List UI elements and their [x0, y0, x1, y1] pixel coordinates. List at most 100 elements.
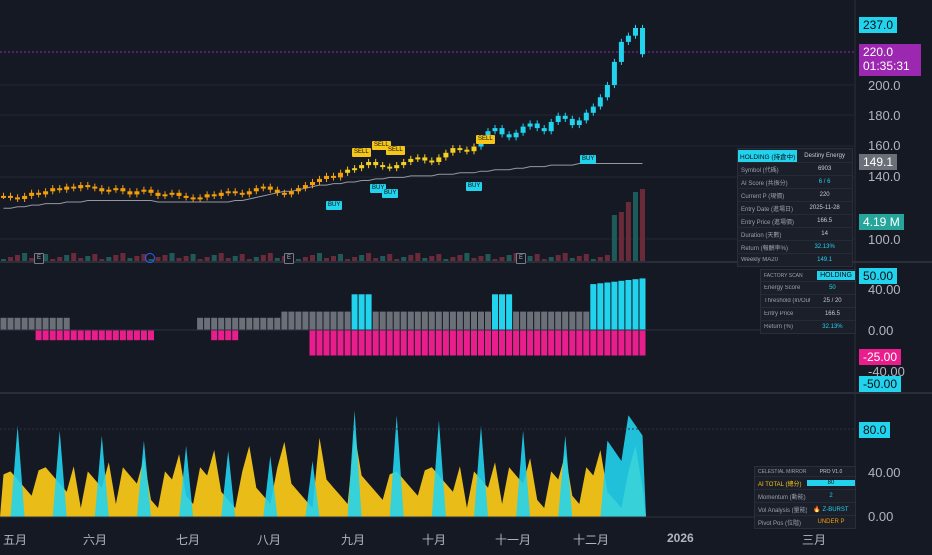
holding-panel: HOLDING (持倉中) Destiny Energy Symbol (代碼)…: [737, 148, 853, 267]
volume-badge: 4.19 M: [859, 214, 904, 230]
row-value: 166.5: [824, 311, 840, 317]
energy-bar-negative: [499, 330, 505, 356]
energy-row-threshold: Threshold (In/Out) 25 / 20: [761, 294, 855, 307]
candle-body: [176, 192, 182, 196]
energy-bar-positive: [21, 317, 28, 330]
energy-bar-negative: [541, 330, 548, 356]
energy-panel-header: FACTORY SCAN HOLDING: [761, 270, 855, 281]
energy-bar-positive: [611, 281, 618, 330]
row-key: Return (報酬率%): [741, 245, 789, 252]
ai-row-momentum: Momentum (動能) 2: [755, 489, 855, 502]
volume-bar: [267, 253, 273, 261]
candle-body: [15, 197, 20, 200]
energy-bar-positive: [7, 317, 14, 330]
energy-bar-negative: [91, 330, 98, 341]
candle-body: [625, 35, 631, 42]
row-key: Current P (現價): [741, 193, 785, 200]
volume-bar: [443, 259, 449, 261]
price-tick-100: 100.0: [868, 232, 901, 247]
energy-bar-positive: [211, 317, 218, 330]
energy-bar-positive: [372, 311, 379, 330]
row-key: Vol Analysis (量能): [758, 507, 807, 514]
candle-body: [22, 195, 28, 199]
energy-bar-positive: [35, 317, 42, 330]
energy-bar-negative: [428, 330, 435, 356]
sell-signal-tag[interactable]: SELL: [386, 146, 405, 155]
energy-bar-negative: [463, 330, 470, 356]
energy-bar-positive: [414, 311, 421, 330]
buy-signal-tag[interactable]: BUY: [580, 155, 597, 164]
energy-row-entry: Entry Price 166.5: [761, 307, 855, 320]
volume-bar: [29, 258, 35, 261]
energy-bar-positive: [597, 283, 604, 330]
energy-bar-negative: [407, 330, 414, 356]
row-key: Entry Date (進場日): [741, 206, 794, 213]
energy-bar-positive: [527, 311, 534, 330]
energy-bar-positive: [520, 311, 527, 330]
energy-bar-negative: [218, 330, 225, 341]
event-marker[interactable]: E: [34, 253, 45, 264]
energy-neg2-badge: -50.00: [859, 376, 902, 392]
buy-signal-tag[interactable]: BUY: [466, 182, 483, 191]
ai-burst-area: [0, 410, 646, 517]
candle-body: [597, 97, 603, 107]
energy-bar-positive: [499, 294, 505, 330]
holding-status: HOLDING (持倉中): [738, 149, 798, 162]
energy-bar-negative: [386, 330, 393, 356]
buy-signal-tag[interactable]: BUY: [370, 184, 387, 193]
energy-bar-negative: [611, 330, 618, 356]
sell-signal-tag[interactable]: SELL: [352, 148, 371, 157]
energy-bar-negative: [372, 330, 379, 356]
energy-bar-positive: [358, 294, 365, 330]
volume-bar: [197, 259, 203, 261]
energy-bar-negative: [49, 330, 56, 341]
time-label-may: 五月: [3, 533, 28, 547]
dividend-marker-icon[interactable]: [145, 253, 155, 263]
candle-body: [288, 191, 294, 195]
candle-body: [359, 165, 365, 169]
volume-bar: [22, 253, 28, 261]
energy-bar-positive: [197, 317, 204, 330]
candle-body: [8, 195, 13, 198]
energy-bar-positive: [260, 317, 267, 330]
sell-signal-tag[interactable]: SELL: [476, 135, 495, 144]
candle-body: [541, 128, 547, 132]
candle-body: [302, 185, 308, 189]
volume-bar: [78, 258, 84, 261]
energy-bar-positive: [590, 284, 597, 330]
energy-bar-negative: [576, 330, 583, 356]
volume-bar: [232, 256, 238, 261]
energy-bar-negative: [316, 330, 323, 356]
buy-signal-tag[interactable]: BUY: [382, 189, 399, 198]
energy-bar-positive: [218, 317, 225, 330]
candle-body: [148, 189, 154, 193]
event-marker[interactable]: E: [516, 253, 527, 264]
energy-bar-negative: [337, 330, 344, 356]
energy-bar-positive: [337, 311, 344, 330]
energy-bar-negative: [140, 330, 147, 341]
candle-body: [604, 85, 610, 98]
ai-tick-0: 0.00: [868, 509, 894, 524]
candle-body: [232, 191, 238, 194]
volume-bar: [562, 253, 568, 261]
volume-bar: [569, 258, 575, 261]
candle-body: [253, 188, 259, 192]
buy-signal-tag[interactable]: BUY: [326, 201, 343, 210]
volume-bar: [576, 256, 582, 261]
energy-bar-positive: [281, 311, 288, 330]
energy-bar-positive: [442, 311, 449, 330]
energy-bar-negative: [590, 330, 597, 356]
energy-bar-positive: [239, 317, 246, 330]
candle-body: [471, 146, 477, 152]
energy-bar-positive: [421, 311, 428, 330]
sell-signal-tag[interactable]: SELL: [372, 141, 391, 150]
volume-bar: [92, 254, 98, 261]
candle-body: [394, 165, 400, 169]
candle-body: [267, 186, 273, 190]
event-marker[interactable]: E: [284, 253, 295, 264]
energy-bar-negative: [358, 330, 365, 356]
volume-bar: [8, 257, 13, 261]
volume-bar: [394, 259, 400, 261]
volume-bar: [204, 257, 210, 261]
ai-row-vol: Vol Analysis (量能) 🔥 Z-BURST: [755, 502, 855, 515]
